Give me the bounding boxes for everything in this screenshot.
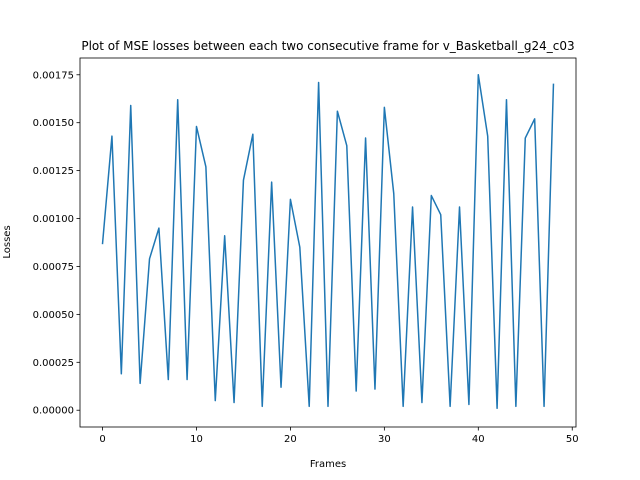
x-tick-label: 40 (472, 434, 485, 445)
x-tick-label: 20 (284, 434, 297, 445)
y-tick-label: 0.00075 (33, 262, 74, 273)
y-axis-label: Losses (2, 225, 13, 258)
x-axis-label: Frames (310, 459, 346, 470)
plot-frame (79, 57, 577, 428)
x-tick-label: 50 (566, 434, 579, 445)
y-tick-label: 0.00125 (33, 166, 74, 177)
y-tick-label: 0.00100 (33, 214, 74, 225)
plot-layer (101, 74, 555, 410)
x-axis-ticks: 0 10 20 30 40 50 (99, 427, 579, 445)
x-tick-label: 30 (378, 434, 391, 445)
x-tick-label: 0 (99, 434, 105, 445)
y-tick-label: 0.00150 (33, 118, 74, 129)
y-tick-label: 0.00050 (33, 310, 74, 321)
y-tick-label: 0.00175 (33, 70, 74, 81)
chart-title: Plot of MSE losses between each two cons… (81, 39, 574, 53)
y-axis-ticks: 0.00000 0.00025 0.00050 0.00075 0.00100 0.001… (33, 70, 80, 417)
series-line-0 (101, 74, 555, 410)
y-tick-label: 0.00000 (33, 406, 74, 417)
y-tick-label: 0.00025 (33, 358, 74, 369)
x-tick-label: 10 (190, 434, 203, 445)
